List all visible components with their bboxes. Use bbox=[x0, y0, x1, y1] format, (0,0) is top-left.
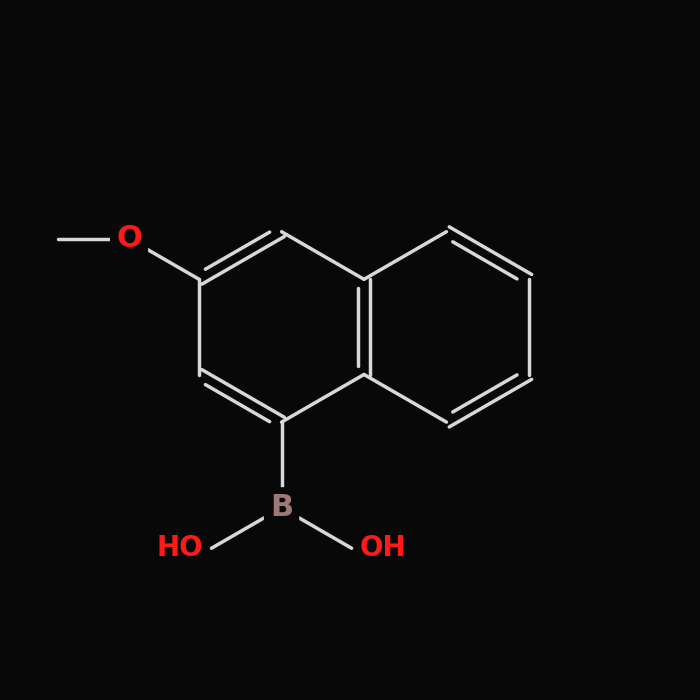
Text: OH: OH bbox=[360, 534, 407, 562]
Text: O: O bbox=[116, 224, 142, 253]
Text: HO: HO bbox=[157, 534, 203, 562]
Text: B: B bbox=[270, 494, 293, 522]
